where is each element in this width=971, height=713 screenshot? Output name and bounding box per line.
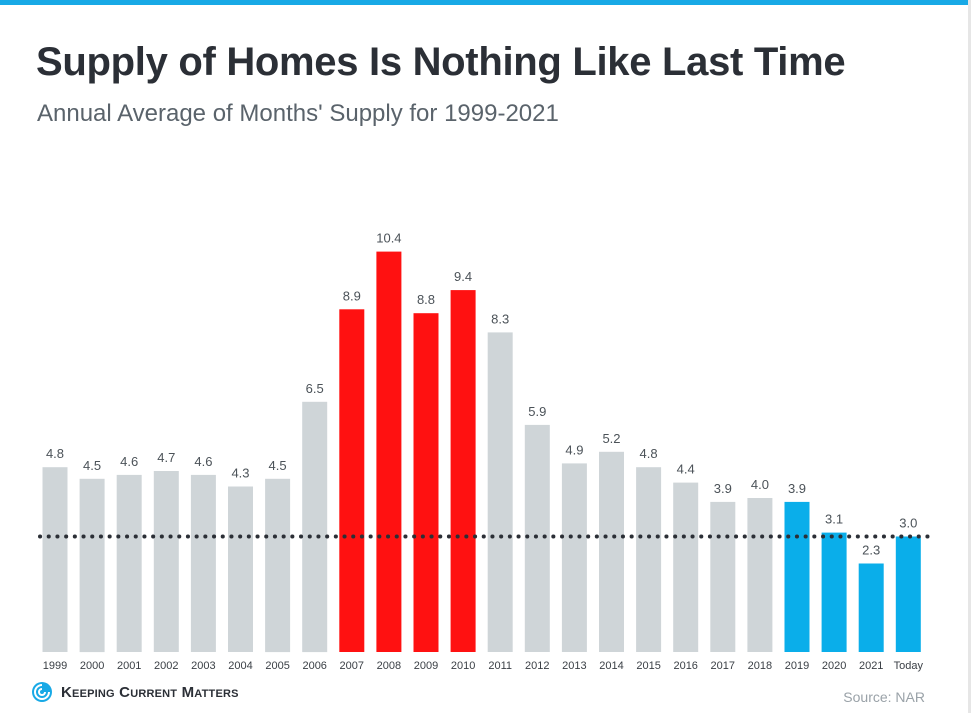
chart-title: Supply of Homes Is Nothing Like Last Tim… bbox=[36, 40, 846, 84]
bar-2021 bbox=[858, 563, 884, 652]
x-tick-2000: 2000 bbox=[80, 660, 104, 672]
bar-2020 bbox=[821, 532, 847, 652]
bar-2000 bbox=[79, 478, 105, 653]
x-tick-2006: 2006 bbox=[302, 660, 326, 672]
value-label-2002: 4.7 bbox=[157, 450, 175, 465]
x-tick-2002: 2002 bbox=[154, 660, 178, 672]
bar-2016 bbox=[673, 482, 699, 652]
bar-2004 bbox=[228, 486, 253, 652]
value-label-2017: 3.9 bbox=[714, 481, 732, 496]
value-label-2001: 4.6 bbox=[120, 454, 138, 469]
bar-2003 bbox=[190, 474, 216, 652]
x-tick-2015: 2015 bbox=[636, 660, 660, 672]
bar-2008 bbox=[376, 251, 402, 652]
value-label-2000: 4.5 bbox=[83, 458, 101, 473]
x-tick-2018: 2018 bbox=[748, 660, 772, 672]
x-tick-2005: 2005 bbox=[265, 660, 289, 672]
bar-1999 bbox=[42, 467, 68, 652]
bar-2002 bbox=[153, 471, 179, 652]
x-tick-2001: 2001 bbox=[117, 660, 141, 672]
bar-2018 bbox=[747, 498, 773, 652]
x-tick-2007: 2007 bbox=[340, 660, 364, 672]
value-label-2014: 5.2 bbox=[602, 431, 620, 446]
x-tick-2012: 2012 bbox=[525, 660, 549, 672]
value-label-1999: 4.8 bbox=[46, 446, 64, 461]
x-tick-2020: 2020 bbox=[822, 660, 846, 672]
value-label-2020: 3.1 bbox=[825, 512, 843, 527]
bar-2013 bbox=[561, 463, 587, 652]
value-label-2019: 3.9 bbox=[788, 481, 806, 496]
bar-2010 bbox=[450, 290, 476, 652]
bar-2011 bbox=[487, 332, 513, 652]
brand-logo: Keeping Current Matters bbox=[31, 681, 239, 703]
x-tick-2008: 2008 bbox=[377, 660, 401, 672]
bar-2019 bbox=[784, 501, 810, 652]
value-label-2011: 8.3 bbox=[491, 311, 509, 326]
bar-2007 bbox=[339, 309, 365, 652]
x-tick-1999: 1999 bbox=[43, 660, 67, 672]
value-label-2010: 9.4 bbox=[454, 269, 472, 284]
source-note: Source: NAR bbox=[843, 689, 925, 705]
bar-2012 bbox=[524, 424, 550, 652]
value-label-2005: 4.5 bbox=[269, 458, 287, 473]
x-tick-2003: 2003 bbox=[191, 660, 215, 672]
value-label-2009: 8.8 bbox=[417, 292, 435, 307]
x-tick-2009: 2009 bbox=[414, 660, 438, 672]
chart-subtitle: Annual Average of Months' Supply for 199… bbox=[37, 100, 559, 127]
value-label-2008: 10.4 bbox=[376, 231, 401, 246]
right-border bbox=[968, 0, 971, 713]
x-tick-2019: 2019 bbox=[785, 660, 809, 672]
bar-2014 bbox=[599, 451, 624, 652]
brand-swirl-icon bbox=[32, 682, 52, 702]
value-label-2006: 6.5 bbox=[306, 381, 324, 396]
value-label-today: 3.0 bbox=[899, 516, 917, 531]
x-tick-2011: 2011 bbox=[488, 660, 512, 672]
top-accent-bar bbox=[0, 0, 971, 5]
bar-2015 bbox=[636, 467, 662, 652]
x-tick-2014: 2014 bbox=[599, 660, 623, 672]
bar-2005 bbox=[265, 478, 291, 653]
bar-2017 bbox=[710, 501, 736, 652]
bar-2009 bbox=[413, 313, 439, 652]
x-tick-2004: 2004 bbox=[228, 660, 252, 672]
x-tick-2016: 2016 bbox=[673, 660, 697, 672]
bar-2006 bbox=[302, 401, 328, 653]
value-label-2021: 2.3 bbox=[862, 543, 880, 558]
value-label-2015: 4.8 bbox=[640, 446, 658, 461]
x-tick-2021: 2021 bbox=[859, 660, 883, 672]
x-tick-today: Today bbox=[894, 660, 924, 672]
bar-2001 bbox=[116, 474, 142, 652]
x-tick-2017: 2017 bbox=[711, 660, 735, 672]
value-label-2007: 8.9 bbox=[343, 288, 361, 303]
bar-today bbox=[895, 536, 921, 652]
value-label-2003: 4.6 bbox=[194, 454, 212, 469]
brand-name: Keeping Current Matters bbox=[61, 683, 239, 701]
value-label-2016: 4.4 bbox=[677, 462, 695, 477]
value-label-2004: 4.3 bbox=[231, 466, 249, 481]
x-tick-2013: 2013 bbox=[562, 660, 586, 672]
value-label-2012: 5.9 bbox=[528, 404, 546, 419]
x-tick-2010: 2010 bbox=[451, 660, 475, 672]
value-label-2018: 4.0 bbox=[751, 477, 769, 492]
value-label-2013: 4.9 bbox=[565, 442, 583, 457]
